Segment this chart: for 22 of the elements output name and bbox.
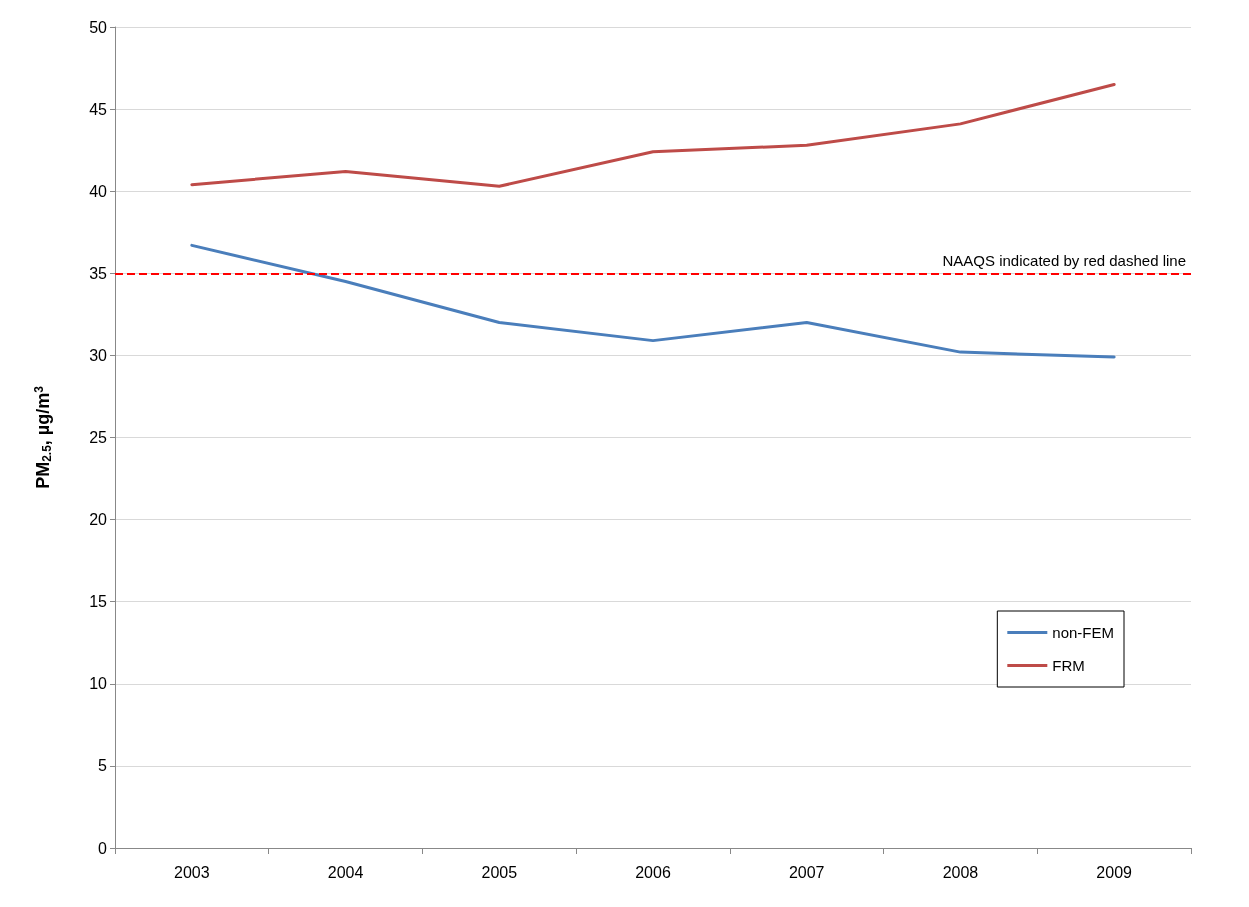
y-tick-label: 5 [98, 757, 108, 775]
x-tick-label: 2004 [327, 863, 364, 881]
x-tick-label: 2005 [481, 863, 518, 881]
x-tick-label: 2006 [635, 863, 671, 881]
y-tick-label: 40 [89, 182, 108, 200]
x-tick-label: 2008 [942, 863, 979, 881]
y-tick-label: 0 [98, 839, 108, 857]
legend-label: FRM [1052, 657, 1085, 674]
y-tick-label: 15 [89, 593, 108, 611]
y-tick-label: 20 [89, 511, 108, 529]
y-tick-label: 45 [89, 100, 108, 118]
ref-line-label: NAAQS indicated by red dashed line [942, 252, 1186, 270]
x-tick-label: 2009 [1096, 863, 1133, 881]
y-tick-label: 35 [89, 264, 108, 282]
line-series [190, 82, 1116, 188]
legend-label: non-FEM [1052, 624, 1114, 641]
y-tick-label: 25 [89, 429, 108, 446]
x-tick-label: 2003 [174, 863, 210, 881]
y-tick-label: 10 [89, 675, 108, 693]
x-tick-label: 2007 [788, 863, 825, 881]
y-tick-label: 50 [89, 18, 108, 36]
y-tick-label: 30 [89, 346, 108, 364]
